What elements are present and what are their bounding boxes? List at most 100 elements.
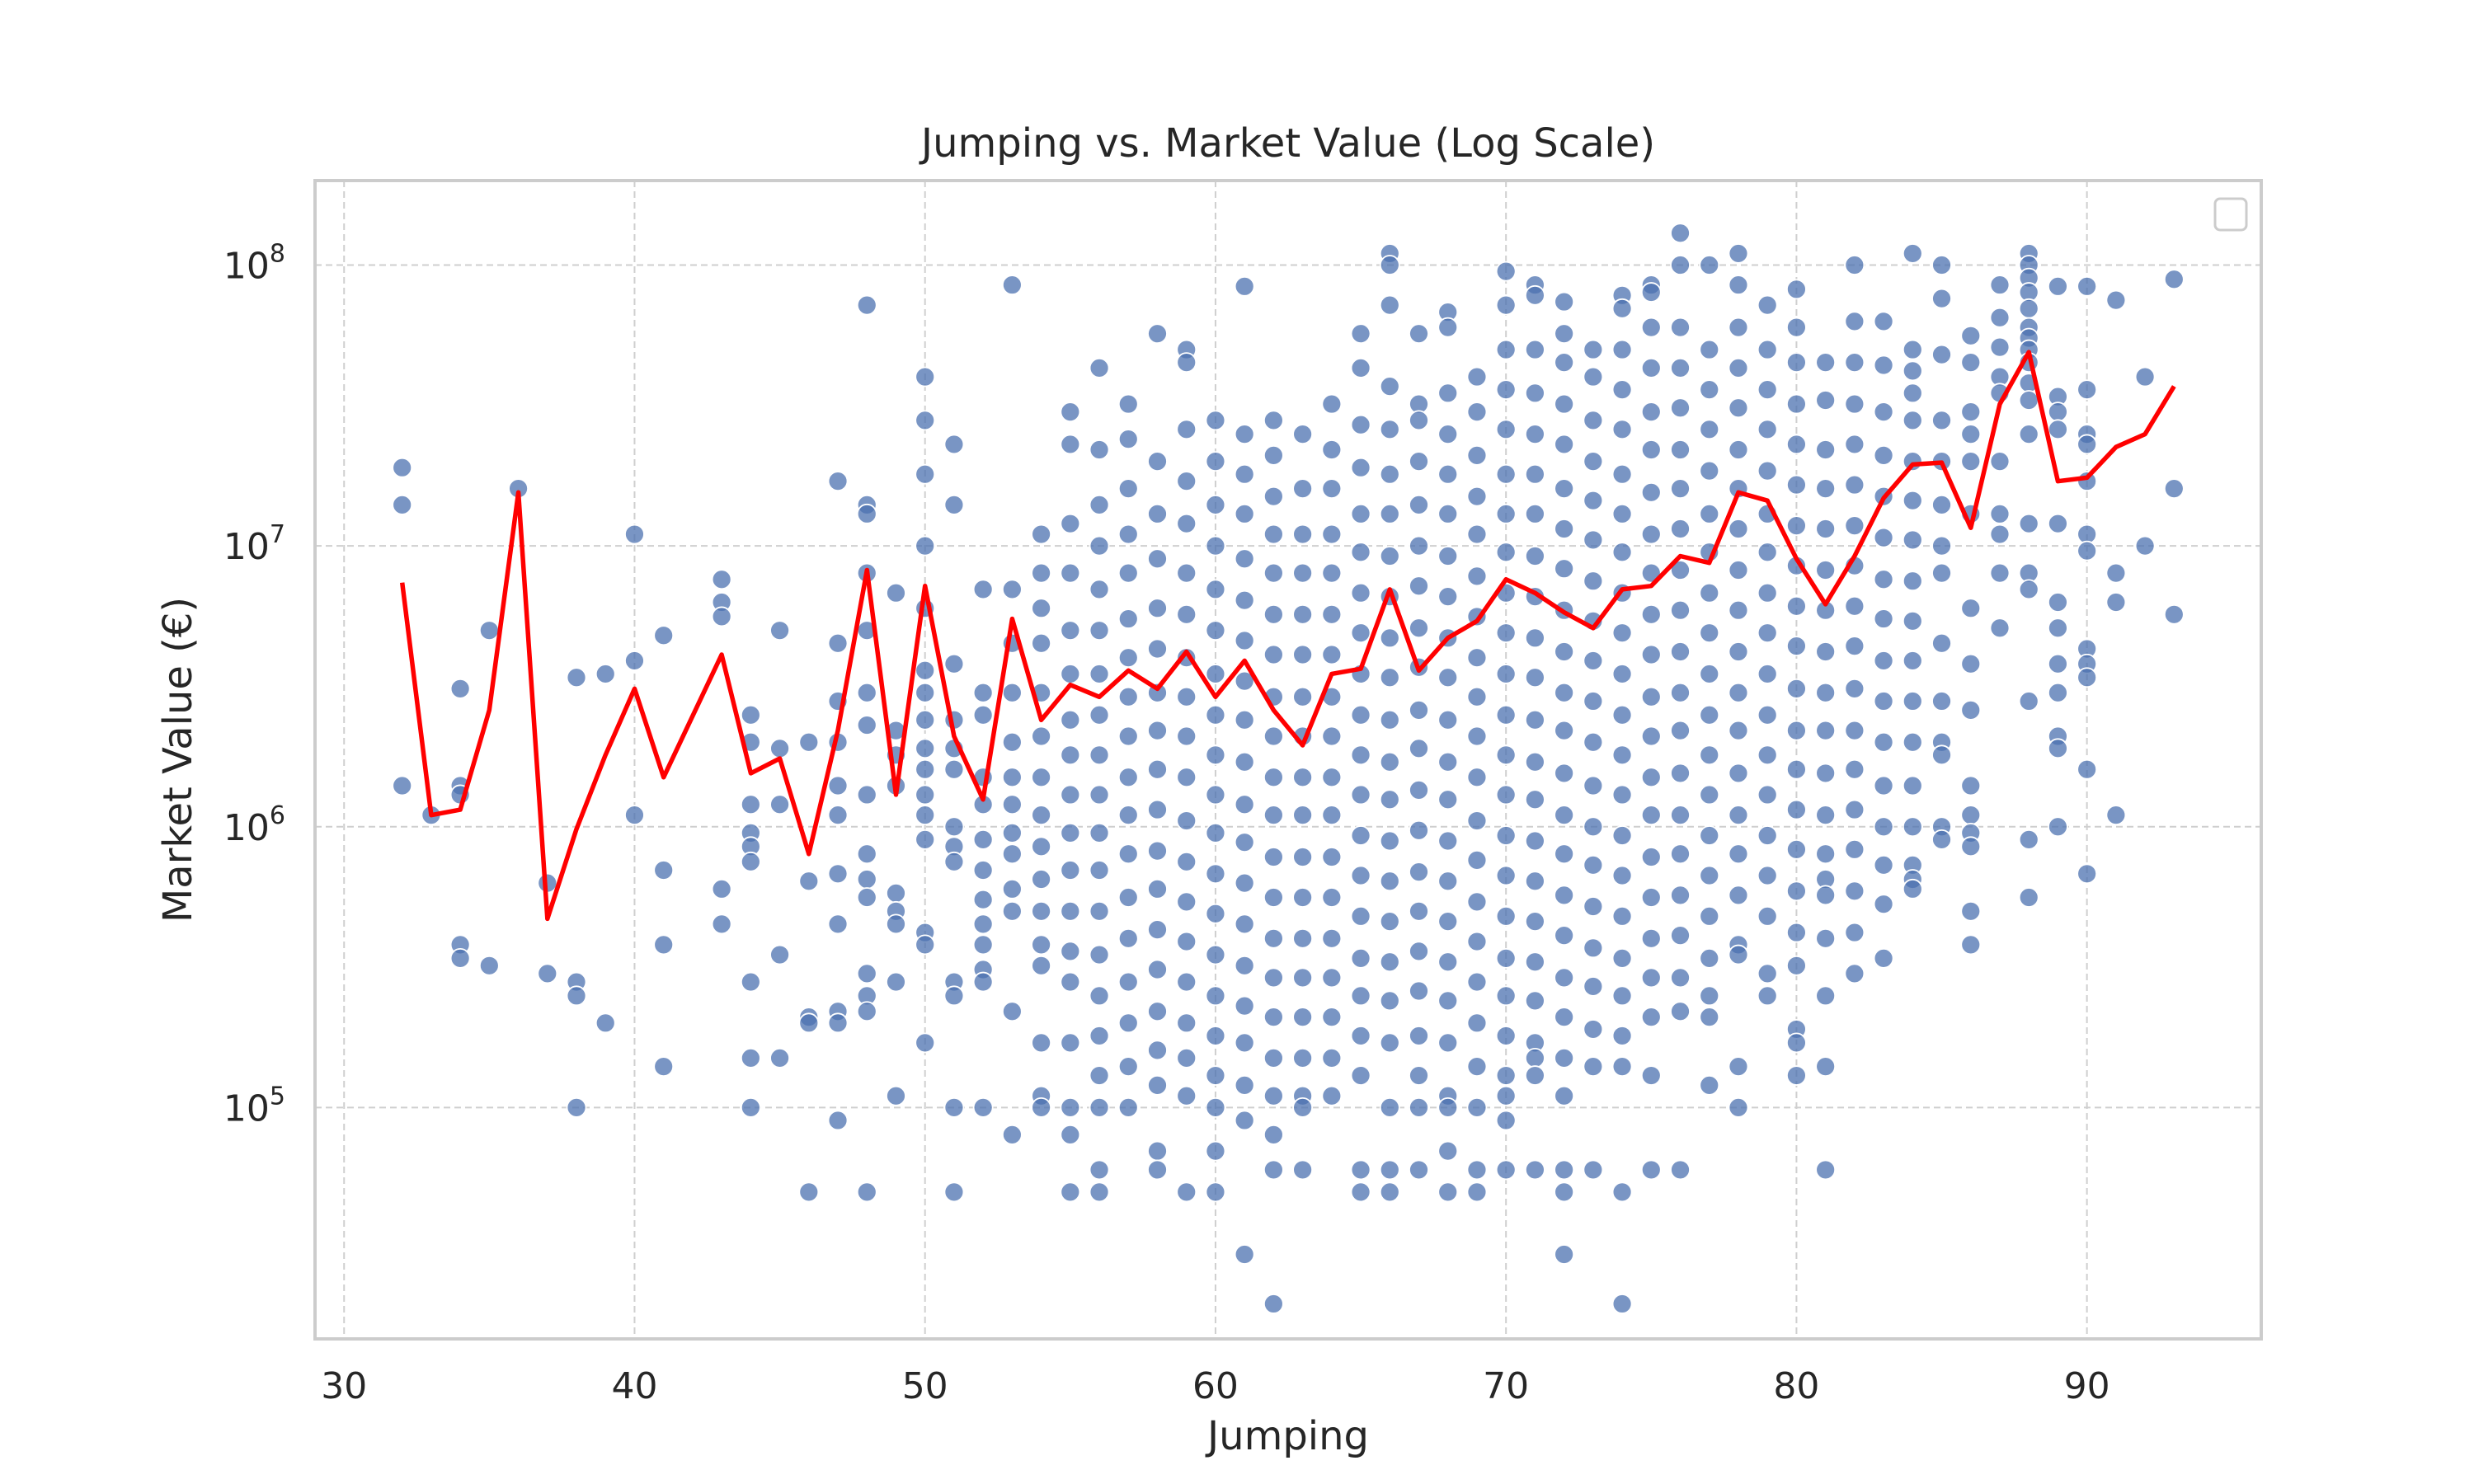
scatter-point [972,934,994,956]
scatter-point [915,463,936,485]
scatter-point [1583,1056,1604,1077]
scatter-point [1001,843,1023,865]
scatter-point [1263,887,1284,908]
scatter-point [1525,709,1545,730]
scatter-point [1379,419,1400,440]
scatter-point [1321,524,1343,545]
scatter-point [1031,1097,1051,1118]
scatter-point [1815,805,1837,826]
scatter-point [1525,383,1545,404]
scatter-point [1786,922,1807,943]
scatter-point [1670,720,1691,741]
scatter-point [1060,562,1081,584]
scatter-point [1844,474,1865,495]
scatter-point [1815,478,1837,500]
scatter-point [711,913,732,935]
scatter-point [1089,1097,1110,1118]
scatter-point [1757,704,1778,726]
scatter-point [1757,460,1778,481]
scatter-point [972,1097,994,1118]
scatter-point [478,955,500,976]
scatter-point [1989,275,2011,295]
scatter-point [1583,366,1604,387]
scatter-point [1757,542,1778,563]
scatter-point [1699,985,1720,1007]
scatter-point [1757,784,1778,805]
scatter-point [1786,515,1807,537]
scatter-point [1495,947,1517,969]
scatter-point [1263,928,1284,949]
scatter-point [1350,622,1371,644]
scatter-point [827,1110,849,1131]
scatter-point [1205,822,1226,843]
scatter-point [1670,317,1691,338]
scatter-point [1844,963,1865,984]
scatter-point [856,682,877,703]
scatter-point [1554,393,1575,415]
scatter-point [1234,913,1255,935]
scatter-point [1611,985,1633,1007]
scatter-point [1757,905,1778,927]
scatter-point [1117,686,1139,707]
scatter-point [827,632,849,654]
scatter-point [2048,618,2068,639]
scatter-point [1583,854,1604,876]
scatter-point [1176,810,1197,831]
scatter-point [1640,805,1662,826]
scatter-point [1089,1159,1110,1181]
scatter-point [1234,589,1255,611]
scatter-point [1001,794,1023,815]
scatter-point [2018,424,2039,445]
scatter-point [1205,579,1226,600]
scatter-point [1786,352,1807,373]
scatter-point [1786,317,1807,338]
scatter-point [1699,1007,1720,1028]
scatter-point [886,971,906,993]
scatter-point [915,660,936,681]
scatter-point [1873,608,1894,629]
scatter-point [1670,763,1691,784]
scatter-point [1902,383,1923,404]
scatter-point [1960,325,1982,346]
scatter-point [1205,1097,1226,1118]
scatter-point [1960,700,1982,721]
scatter-point [1117,608,1139,629]
scatter-point [1844,311,1865,332]
scatter-point [1554,323,1575,345]
scatter-point [856,869,877,890]
scatter-point [1670,1001,1691,1022]
scatter-point [1902,451,1923,472]
scatter-point [1437,1181,1459,1203]
scatter-point [1060,1181,1081,1203]
scatter-point [2018,390,2039,411]
scatter-point [1176,603,1197,625]
chart-title: Jumping vs. Market Value (Log Scale) [919,120,1655,167]
scatter-point [915,829,936,850]
scatter-point [1611,419,1633,440]
scatter-point [1640,644,1662,665]
scatter-point [1728,519,1749,539]
scatter-point [1873,650,1894,671]
scatter-point [2048,275,2068,297]
scatter-point [1699,825,1720,846]
scatter-point [1902,339,1923,360]
scatter-point [1321,439,1343,460]
scatter-point [1902,775,1923,796]
scatter-point [1060,860,1081,881]
scatter-point [1757,294,1778,316]
scatter-point [1263,644,1284,665]
scatter-point [1234,630,1255,651]
scatter-point [1873,816,1894,838]
scatter-point [1321,805,1343,826]
scatter-point [1611,339,1633,360]
scatter-point [1495,261,1517,282]
scatter-point [1583,731,1604,753]
scatter-point [1989,618,2011,639]
scatter-point [1844,393,1865,415]
scatter-point [1117,429,1139,450]
scatter-point [1640,847,1662,867]
scatter-point [1466,1159,1488,1181]
scatter-point [1670,967,1691,989]
scatter-point [769,1047,790,1068]
